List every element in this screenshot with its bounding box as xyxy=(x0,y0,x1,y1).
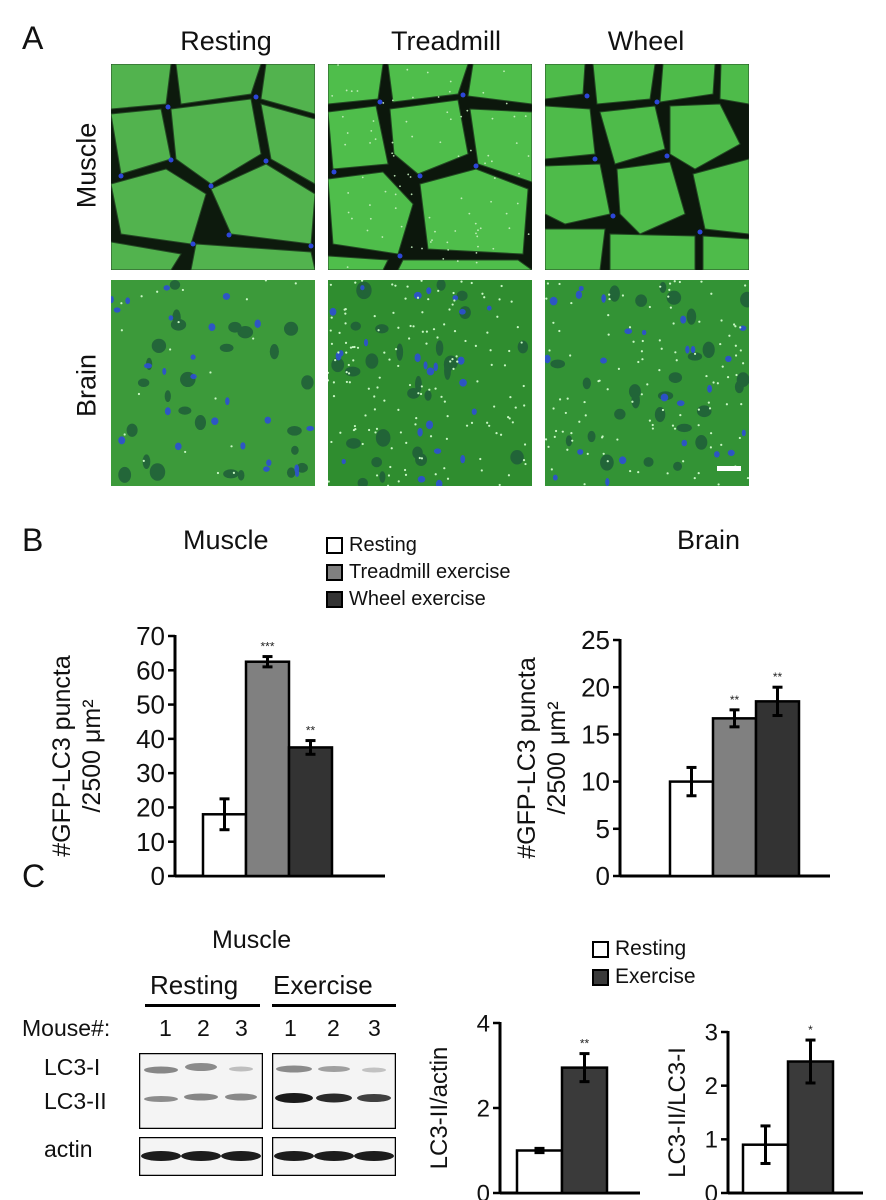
bar xyxy=(515,1149,564,1195)
legend-item-wheel: Wheel exercise xyxy=(326,588,486,611)
micrograph-brain-wheel xyxy=(545,280,749,486)
row-label-brain: Brain xyxy=(71,353,102,418)
legend-label-resting: Resting xyxy=(349,534,417,556)
legend-label-resting: Resting xyxy=(615,937,687,960)
legend-swatch-exercise xyxy=(592,968,609,986)
panel-label-c: C xyxy=(22,858,46,894)
y-tick-label: 0 xyxy=(596,861,610,885)
column-label-resting: Resting xyxy=(180,26,272,56)
band-label-actin: actin xyxy=(44,1136,93,1162)
chart-title-brain: Brain xyxy=(677,525,741,555)
y-tick-label: 20 xyxy=(136,793,165,823)
legend-item-resting: Resting xyxy=(326,534,417,557)
bar-chart-lc3ii-actin: 0 2 4 ** LC3-II/actin xyxy=(426,1010,640,1200)
y-tick-label: 2 xyxy=(705,1073,718,1100)
y-tick-label: 4 xyxy=(477,1010,490,1037)
significance-label: * xyxy=(808,1023,813,1037)
legend-item-exercise: Exercise xyxy=(592,965,696,989)
column-label-treadmill: Treadmill xyxy=(390,26,502,56)
micrograph-brain-resting xyxy=(111,280,315,486)
y-tick-label: 15 xyxy=(581,720,610,750)
y-tick-label: 25 xyxy=(581,625,610,655)
y-axis-label: #GFP-LC3 puncta xyxy=(48,655,76,857)
mouse-number: 2 xyxy=(327,1015,340,1041)
y-axis-label: /2500 μm² xyxy=(543,701,571,814)
y-tick-label: 0 xyxy=(151,861,165,885)
legend-item-treadmill: Treadmill exercise xyxy=(326,561,511,584)
micrograph-muscle-resting xyxy=(111,64,315,270)
mouse-label: Mouse#: xyxy=(22,1015,111,1041)
scale-bar xyxy=(717,466,741,471)
y-axis-label: #GFP-LC3 puncta xyxy=(513,657,541,859)
mouse-number: 1 xyxy=(159,1015,172,1041)
bar-chart-brain: 0 5 10 15 20 25 ** ** #GFP-LC3 puncta/2500 μm² xyxy=(513,625,830,885)
y-tick-label: 60 xyxy=(136,655,165,685)
bar xyxy=(754,700,801,878)
y-tick-label: 3 xyxy=(705,1019,718,1046)
bar xyxy=(287,746,334,878)
micrograph-muscle-treadmill xyxy=(328,64,532,270)
significance-label: ** xyxy=(306,724,316,738)
band-label-lc3-ii: LC3-II xyxy=(44,1088,107,1114)
chart-title-muscle: Muscle xyxy=(183,525,269,555)
legend-swatch-wheel xyxy=(326,591,343,608)
y-tick-label: 5 xyxy=(596,814,610,844)
y-tick-label: 10 xyxy=(581,767,610,797)
significance-label: ** xyxy=(730,693,740,707)
legend-swatch-treadmill xyxy=(326,564,343,581)
column-label-wheel: Wheel xyxy=(607,26,685,56)
significance-label: *** xyxy=(260,640,274,654)
mouse-number: 3 xyxy=(235,1015,248,1041)
y-tick-label: 30 xyxy=(136,758,165,788)
row-label-muscle: Muscle xyxy=(71,122,102,209)
y-axis-label: LC3-II/LC3-I xyxy=(664,1047,691,1178)
legend-swatch-resting xyxy=(326,537,343,554)
bar xyxy=(711,717,758,878)
blot-actin-resting xyxy=(139,1137,263,1176)
y-tick-label: 20 xyxy=(581,672,610,702)
mouse-number: 1 xyxy=(284,1015,297,1041)
group-label-exercise: Exercise xyxy=(273,970,373,1000)
y-tick-label: 50 xyxy=(136,690,165,720)
y-tick-label: 10 xyxy=(136,827,165,857)
legend-label-exercise: Exercise xyxy=(615,965,696,988)
significance-label: ** xyxy=(773,670,783,684)
blot-title: Muscle xyxy=(212,926,292,954)
group-label-resting: Resting xyxy=(150,970,239,1000)
y-tick-label: 0 xyxy=(477,1180,490,1200)
mouse-number: 2 xyxy=(197,1015,210,1041)
mouse-number: 3 xyxy=(368,1015,381,1041)
band-label-lc3-i: LC3-I xyxy=(44,1054,101,1080)
blot-lc3-exercise xyxy=(272,1053,396,1129)
legend-label-treadmill: Treadmill exercise xyxy=(349,561,511,583)
legend-item-resting: Resting xyxy=(592,937,686,961)
bar xyxy=(244,660,291,878)
bar-chart-lc3ii-lc3i: 0 1 2 3 * LC3-II/LC3-I xyxy=(664,1019,863,1200)
y-tick-label: 0 xyxy=(705,1180,718,1200)
blot-actin-exercise xyxy=(272,1137,396,1176)
panel-label-a: A xyxy=(22,20,44,56)
group-line-resting xyxy=(145,1004,260,1007)
y-tick-label: 70 xyxy=(136,621,165,651)
bar xyxy=(560,1066,609,1195)
legend-label-wheel: Wheel exercise xyxy=(349,588,486,610)
micrograph-brain-treadmill xyxy=(328,280,532,486)
y-axis-label: LC3-II/actin xyxy=(426,1047,453,1170)
blot-lc3-resting xyxy=(139,1053,263,1129)
y-tick-label: 1 xyxy=(705,1127,718,1154)
y-tick-label: 2 xyxy=(477,1095,490,1122)
y-axis-label: /2500 μm² xyxy=(78,699,106,812)
micrograph-muscle-wheel xyxy=(545,64,749,270)
group-line-exercise xyxy=(272,1004,396,1007)
y-tick-label: 40 xyxy=(136,724,165,754)
legend-swatch-resting xyxy=(592,940,609,958)
panel-label-b: B xyxy=(22,522,44,558)
significance-label: ** xyxy=(580,1037,590,1051)
